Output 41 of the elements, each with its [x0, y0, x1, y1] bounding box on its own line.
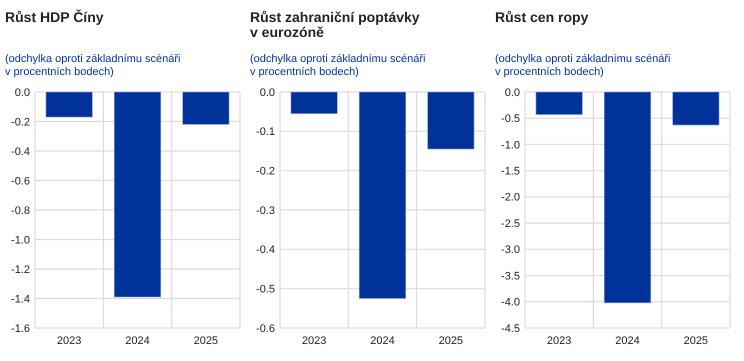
y-tick-label: -0.6	[11, 175, 30, 188]
x-tick-label: 2025	[438, 335, 464, 347]
y-tick-label: -3.5	[501, 270, 520, 282]
x-tick-label: 2024	[125, 335, 150, 347]
chart-subtitle: (odchylka oproti základnímu scénáři v procentních bodech)	[5, 53, 180, 78]
y-tick-label: -0.5	[501, 113, 520, 126]
chart-subtitle: (odchylka oproti základnímu scénáři v procentních bodech)	[250, 53, 426, 78]
y-tick-label: -0.5	[256, 284, 275, 296]
chart-title: Růst cen ropy	[495, 9, 589, 25]
x-tick-label: 2023	[546, 335, 572, 347]
x-tick-label: 2024	[370, 335, 395, 347]
y-tick-label: -1.4	[11, 293, 30, 306]
y-tick-label: -0.2	[11, 116, 30, 128]
y-tick-label: -1.6	[11, 322, 30, 335]
y-tick-label: 0.0	[260, 86, 275, 99]
y-tick-label: -1.0	[501, 139, 520, 152]
chart-title: Růst zahraniční poptávky v eurozóně	[250, 9, 420, 40]
y-tick-label: -1.0	[11, 234, 30, 246]
y-tick-label: 0.0	[14, 86, 30, 99]
y-tick-label: -0.4	[256, 244, 275, 256]
x-tick-label: 2023	[56, 335, 82, 347]
y-tick-label: -0.2	[256, 166, 275, 178]
y-tick-label: -2.0	[501, 192, 520, 204]
y-tick-label: 0.0	[504, 86, 520, 99]
y-tick-label: -3.0	[501, 244, 520, 256]
y-tick-label: -1.2	[11, 264, 30, 276]
y-tick-label: -4.5	[501, 322, 520, 335]
y-tick-label: -0.1	[256, 126, 275, 138]
x-tick-label: 2025	[684, 335, 708, 347]
x-tick-label: 2025	[194, 335, 218, 347]
x-tick-label: 2024	[615, 335, 640, 347]
y-tick-label: -0.4	[11, 146, 30, 158]
chart-title: Růst HDP Číny	[5, 9, 104, 25]
chart-subtitle: (odchylka oproti základnímu scénáři v procentních bodech)	[495, 53, 670, 78]
y-tick-label: -0.8	[11, 204, 30, 217]
y-tick-label: -0.3	[256, 204, 275, 217]
y-tick-label: -4.0	[501, 296, 520, 309]
y-tick-label: -1.5	[501, 166, 520, 178]
y-tick-label: -2.5	[501, 218, 520, 230]
y-tick-label: -0.6	[256, 322, 275, 335]
x-tick-label: 2023	[302, 335, 326, 347]
